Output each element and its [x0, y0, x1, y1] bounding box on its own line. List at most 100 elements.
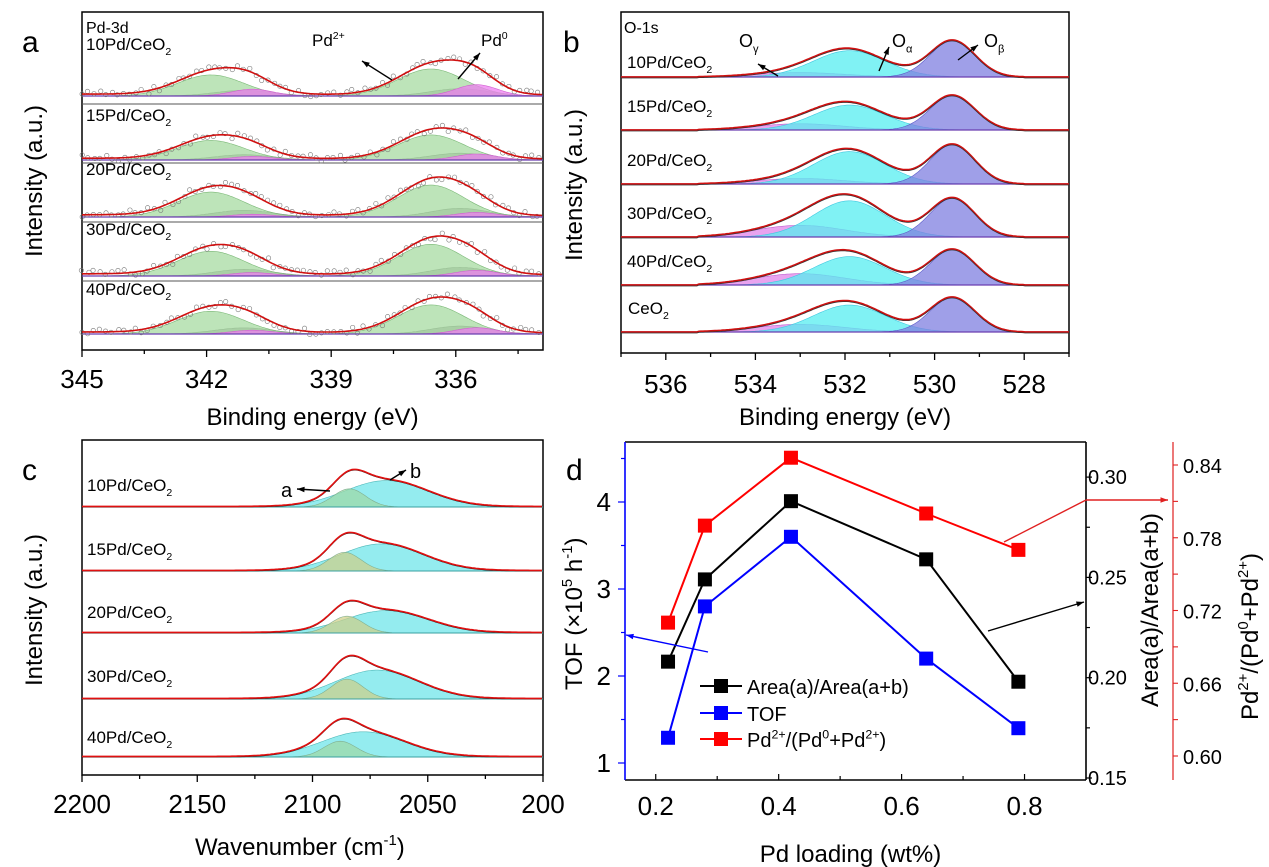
sample-label-part: 40Pd/CeO — [86, 280, 165, 299]
annotation-pd2plus-part: Pd — [312, 31, 333, 50]
raw-data-point — [312, 270, 318, 276]
raw-data-point — [439, 122, 445, 128]
raw-data-point — [451, 54, 457, 60]
series-marker-0 — [1011, 674, 1026, 689]
raw-data-point — [193, 133, 199, 139]
raw-data-point — [337, 92, 343, 98]
raw-data-point — [360, 323, 366, 329]
sample-label-part: 10Pd/CeO — [86, 35, 165, 54]
raw-data-line — [621, 95, 1069, 132]
sample-label-part: 10Pd/CeO — [627, 53, 706, 72]
sample-label-part: 30Pd/CeO — [86, 220, 165, 239]
raw-data-point — [397, 310, 403, 316]
raw-data-point — [235, 130, 241, 136]
fit-envelope — [82, 599, 542, 634]
sample-label: 30Pd/CeO2​ — [86, 220, 171, 243]
x-axis-label: Wavenumber (cm-1​) — [195, 833, 405, 861]
sample-label-part: 2 — [706, 108, 712, 120]
y-tick-label-ratio: 0.84 — [1183, 456, 1222, 478]
annotation-pd2plus-part: 2+ — [333, 30, 345, 42]
raw-data-point — [175, 315, 181, 321]
series-line-2 — [667, 456, 1019, 623]
raw-data-point — [391, 194, 397, 200]
raw-data-point — [114, 92, 120, 98]
x-tick-label: 532 — [823, 369, 866, 399]
core-level-label: O-1s — [624, 20, 659, 37]
raw-data-point — [373, 201, 379, 207]
sample-label: 10Pd/CeO2​ — [627, 53, 712, 76]
panel-label: c — [22, 454, 37, 487]
annotation-o-alpha: Oα​ — [892, 31, 913, 55]
arrow-ratio-to-right-axis-head — [1160, 497, 1168, 503]
y-tick-label-left: 4 — [597, 487, 611, 517]
x-tick-label: 339 — [309, 364, 352, 394]
x-axis-label-part: -1 — [383, 833, 396, 849]
raw-data-line — [621, 297, 1069, 334]
y-axis-label-tof-part: × — [561, 614, 588, 628]
raw-data-point — [337, 269, 343, 275]
series-marker-2 — [661, 615, 676, 630]
raw-data-point — [494, 74, 500, 80]
legend-label-part: /(Pd — [786, 730, 823, 752]
sample-label-part: 2 — [165, 46, 171, 58]
raw-data-point — [109, 156, 115, 162]
series-marker-1 — [1011, 721, 1026, 736]
raw-data-point — [90, 267, 96, 273]
raw-data-point — [301, 210, 307, 216]
raw-data-point — [98, 88, 104, 94]
fit-envelope — [621, 296, 1069, 333]
raw-data-point — [475, 135, 481, 141]
sample-label: CeO2​ — [628, 299, 669, 322]
panel-label: d — [566, 454, 583, 487]
raw-data-point — [444, 291, 450, 297]
raw-data-point — [378, 257, 384, 263]
sample-label-part: 2 — [166, 487, 172, 499]
sample-label-part: 2 — [166, 614, 172, 626]
raw-data-point — [493, 259, 499, 265]
sample-label: 30Pd/CeO2​ — [627, 204, 712, 227]
x-tick-label: 2200 — [53, 789, 111, 819]
sample-label-part: 40Pd/CeO — [87, 728, 166, 747]
raw-data-point — [146, 91, 152, 97]
series-marker-2 — [783, 450, 798, 465]
raw-data-point — [494, 315, 500, 321]
legend-marker — [714, 706, 728, 720]
legend-label-part: Pd — [747, 730, 771, 752]
panel-b: 536 534 532 530 528 Binding energy (eV) Intens… — [561, 11, 1070, 431]
sample-label: 20Pd/CeO2​ — [87, 603, 172, 626]
raw-data-point — [319, 330, 325, 336]
sample-label-part: 20Pd/CeO — [86, 160, 165, 179]
raw-data-point — [524, 87, 530, 93]
raw-data-point — [534, 213, 540, 219]
raw-data-point — [349, 87, 355, 93]
raw-data-point — [318, 272, 324, 278]
annotation-pd2plus: Pd2+​ — [312, 30, 345, 50]
raw-data-point — [222, 179, 228, 185]
legend-label: Area(a)/Area(a+b) — [747, 677, 909, 699]
panel-d: 0.2 0.4 0.6 0.8 Pd loading (wt%) 1 2 3 4 TOF (×10… — [560, 441, 1264, 867]
raw-data-point — [337, 152, 343, 158]
raw-data-point — [324, 268, 330, 274]
raw-data-point — [433, 177, 439, 183]
raw-data-point — [270, 265, 276, 271]
sample-label: 15Pd/CeO2​ — [87, 540, 172, 563]
y-tick-label-area: 0.15 — [1088, 768, 1127, 790]
raw-data-point — [170, 261, 176, 267]
raw-data-point — [480, 313, 486, 319]
o-alpha-component-area — [621, 304, 1069, 333]
sample-label-part: 2 — [706, 263, 712, 275]
x-tick-label: 528 — [1003, 369, 1046, 399]
sample-label-part: 30Pd/CeO — [627, 204, 706, 223]
raw-data-point — [432, 237, 438, 243]
raw-data-point — [307, 152, 313, 158]
series-marker-2 — [697, 518, 712, 533]
sample-label-part: 20Pd/CeO — [627, 151, 706, 170]
raw-data-point — [518, 325, 524, 331]
sample-label-part: 2 — [706, 215, 712, 227]
raw-data-point — [308, 94, 314, 100]
y-axis-label-ratio-part: +Pd — [1237, 578, 1264, 621]
y-tick-label-ratio: 0.60 — [1183, 747, 1222, 769]
raw-data-point — [212, 304, 218, 310]
raw-data-point — [480, 193, 486, 199]
raw-data-point — [439, 230, 445, 236]
